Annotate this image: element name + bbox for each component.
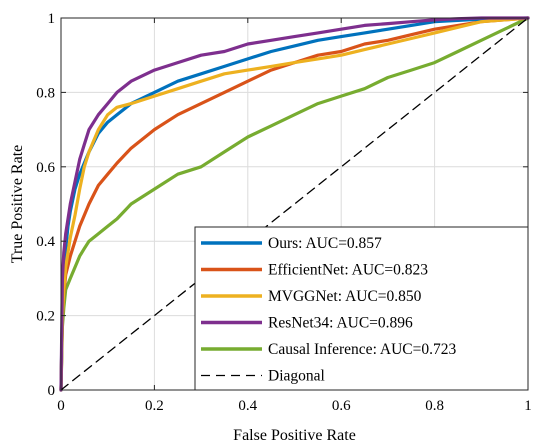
series-line-2 — [59, 16, 530, 392]
y-tick-label: 0 — [48, 383, 56, 399]
y-tick-label: 0.4 — [36, 234, 55, 250]
series-line-4 — [59, 16, 530, 392]
ticks: 0 0.2 0.4 0.6 0.8 1 0 0.2 0.4 0.6 0.8 1 — [36, 11, 532, 414]
legend-box — [194, 226, 529, 391]
y-tick-label: 0.6 — [36, 160, 55, 176]
legend-label: ResNet34: AUC=0.896 — [268, 315, 413, 332]
series-line-5 — [60, 17, 529, 391]
y-axis-title: True Positive Rate — [9, 145, 26, 264]
legend-label: EfficientNet: AUC=0.823 — [268, 262, 428, 279]
x-tick-label: 0 — [57, 398, 65, 414]
series-line-3 — [59, 16, 530, 392]
series-layer — [59, 16, 530, 392]
legend-label: MVGGNet: AUC=0.850 — [268, 288, 422, 305]
y-tick-label: 0.8 — [36, 85, 55, 101]
y-tick-label: 0.2 — [36, 309, 55, 325]
x-tick-label: 0.6 — [332, 398, 351, 414]
x-tick-label: 1 — [524, 398, 532, 414]
legend-label: Ours: AUC=0.857 — [268, 235, 382, 252]
x-tick-label: 0.2 — [145, 398, 164, 414]
x-tick-label: 0.4 — [238, 398, 257, 414]
legend-label: Diagonal — [268, 368, 325, 385]
legend: Ours: AUC=0.857 EfficientNet: AUC=0.823 MV… — [194, 226, 529, 391]
series-line-1 — [59, 16, 530, 392]
x-tick-label: 0.8 — [425, 398, 444, 414]
legend-label: Causal Inference: AUC=0.723 — [268, 341, 456, 358]
y-tick-label: 1 — [48, 11, 56, 27]
x-axis-title: False Positive Rate — [233, 427, 356, 444]
